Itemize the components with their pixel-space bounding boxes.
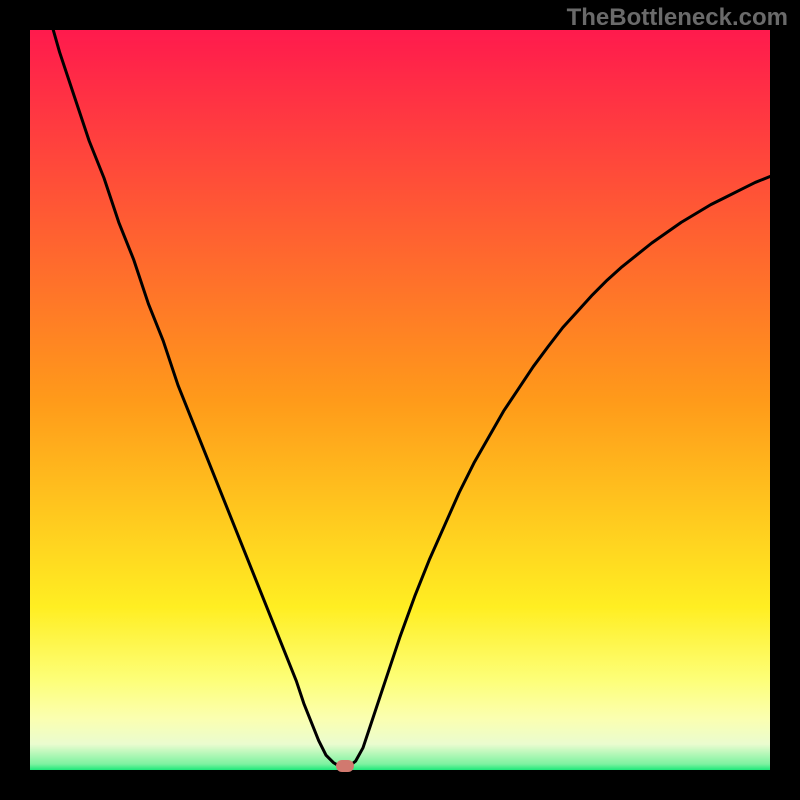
bottleneck-curve	[30, 30, 770, 770]
curve-path	[53, 30, 770, 767]
watermark-text: TheBottleneck.com	[567, 4, 788, 32]
chart-canvas: TheBottleneck.com	[0, 0, 800, 800]
plot-area	[30, 30, 770, 770]
minimum-marker	[336, 760, 354, 772]
